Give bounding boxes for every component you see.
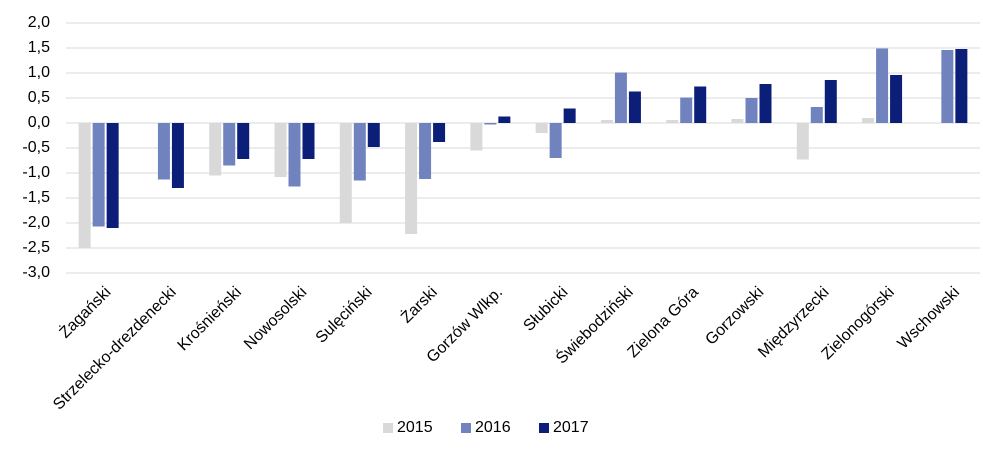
x-tick-label: Wschowski <box>895 284 964 353</box>
y-tick-label: -1,5 <box>22 189 50 206</box>
y-tick-label: -2,5 <box>22 239 50 256</box>
bar <box>484 123 497 125</box>
bar <box>419 123 432 179</box>
bar <box>549 123 562 158</box>
bar <box>302 123 315 159</box>
bar <box>339 123 352 223</box>
legend-label: 2016 <box>475 419 511 436</box>
x-tick-label: Żagański <box>55 282 114 341</box>
bar <box>680 97 693 123</box>
bar <box>824 80 837 123</box>
bar <box>694 86 707 123</box>
bar <box>92 123 105 227</box>
bar <box>600 120 613 123</box>
bar <box>209 123 222 176</box>
legend-swatch <box>461 423 471 433</box>
bar <box>745 98 758 123</box>
bar <box>666 120 679 123</box>
x-tick-label: Gorzowski <box>702 284 767 349</box>
y-tick-label: 2,0 <box>28 14 50 31</box>
bar <box>157 123 170 180</box>
y-tick-label: 0,0 <box>28 114 50 131</box>
legend-label: 2015 <box>397 419 433 436</box>
legend-swatch <box>539 423 549 433</box>
bar <box>223 123 236 166</box>
bar <box>890 75 903 123</box>
bar <box>274 123 287 177</box>
bar <box>862 118 875 123</box>
legend-label: 2017 <box>553 419 589 436</box>
x-tick-label: Żarski <box>397 282 441 326</box>
x-tick-label: Krośnieński <box>175 284 246 355</box>
y-tick-label: 1,5 <box>28 39 50 56</box>
bar <box>535 123 548 133</box>
bar <box>614 72 627 123</box>
bar <box>367 123 380 147</box>
bar <box>433 123 446 142</box>
bar <box>796 123 809 160</box>
bar <box>470 123 483 151</box>
bar <box>731 119 744 123</box>
y-tick-label: 1,0 <box>28 64 50 81</box>
bar <box>498 116 511 123</box>
bar <box>628 91 641 123</box>
y-tick-label: -1,0 <box>22 164 50 181</box>
bar <box>106 123 119 228</box>
y-tick-label: -2,0 <box>22 214 50 231</box>
bar <box>810 107 823 123</box>
x-tick-label: Strzelecko-drezdenecki <box>50 284 180 414</box>
bar <box>955 49 968 123</box>
y-tick-label: -3,0 <box>22 264 50 281</box>
bar <box>171 123 184 188</box>
bar <box>941 50 954 123</box>
legend-swatch <box>383 423 393 433</box>
bar <box>563 108 576 123</box>
bar <box>288 123 301 187</box>
bar <box>353 123 366 181</box>
bar <box>237 123 250 159</box>
bar <box>78 123 91 248</box>
x-tick-label: Nowosolski <box>241 284 310 353</box>
bar <box>876 48 889 123</box>
bar <box>759 84 772 123</box>
x-tick-label: Sulęciński <box>313 284 376 347</box>
bar <box>405 123 418 234</box>
y-tick-label: -0,5 <box>22 139 50 156</box>
y-tick-label: 0,5 <box>28 89 50 106</box>
x-tick-label: Słubicki <box>520 284 571 335</box>
